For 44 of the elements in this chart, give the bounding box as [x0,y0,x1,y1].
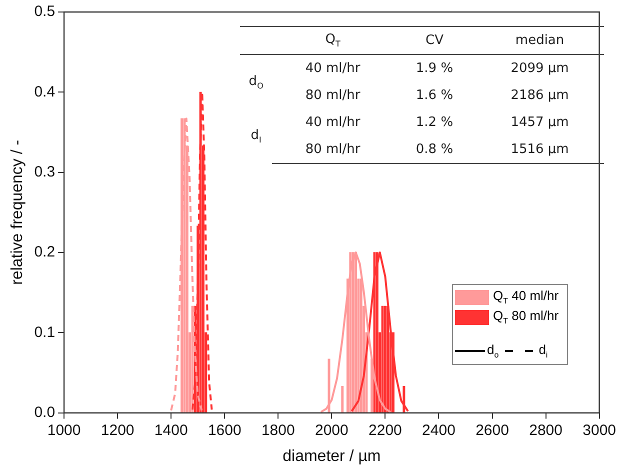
annotation: 2186 µm [510,87,570,105]
x-tick-label: 2000 [314,422,348,439]
bar [381,306,384,413]
x-tick-label: 2400 [422,422,456,439]
annotation: 2099 µm [510,60,570,78]
y-tick-label: 0.1 [34,324,56,341]
annotation: 40 ml/hr [304,60,362,78]
annotation: 1.9 % [414,60,454,78]
x-tick-label: 2200 [368,422,402,439]
annotation: Q$_{T}$ [272,26,394,54]
legend-label: Q$_{T}$ 80 ml/hr [493,308,559,326]
legend-label: Q$_{T}$ 40 ml/hr [493,288,559,306]
y-tick-label: 0.3 [34,163,56,180]
y-axis-title: relative frequency / - [9,140,26,285]
x-tick-label: 1600 [208,422,242,439]
annotation: 80 ml/hr [304,87,362,105]
annotation: 1516 µm [476,136,604,164]
annotation: 0.8 % [393,136,476,164]
annotation: d$_{o}$ [487,342,499,360]
annotation: 1457 µm [510,114,570,132]
annotation: 80 ml/hr [272,136,394,164]
y-tick-label: 0.4 [34,83,56,100]
annotation: 1.6 % [414,87,454,105]
annotation: d$_{i}$ [538,342,548,360]
x-tick-label: 2600 [476,422,509,439]
annotation: median [476,26,604,54]
bar [341,386,344,413]
line-series [170,118,203,412]
annotation: d$_{O}$ [248,72,264,92]
line-series [192,91,213,411]
y-tick-label: 0.5 [34,3,56,20]
annotation: CV [393,26,476,54]
x-tick-label: 3000 [582,422,616,439]
x-tick-label: 2800 [529,422,562,439]
x-axis-title: diameter / µm [282,448,381,465]
annotation: 1.2 % [414,114,454,132]
x-tick-label: 1400 [154,422,188,439]
annotation: 40 ml/hr [304,114,362,132]
x-tick-label: 1200 [100,422,134,439]
x-tick-label: 1800 [261,422,295,439]
x-tick-label: 1000 [47,422,81,439]
annotation: d$_{I}$ [250,126,262,147]
y-tick-label: 0.0 [34,404,56,421]
y-tick-label: 0.2 [34,244,56,261]
